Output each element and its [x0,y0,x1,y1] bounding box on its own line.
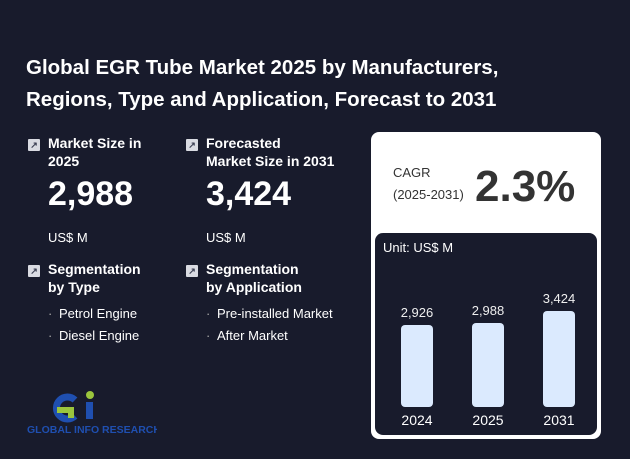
forecast-label-2: Market Size in 2031 [206,153,335,169]
arrow-icon: ↗ [186,265,198,277]
gi-logo-icon: GLOBAL INFO RESEARCH [27,391,161,436]
chart-unit-label: Unit: US$ M [383,240,454,255]
x-tick-label: 2024 [401,412,433,428]
cagr-card: CAGR (2025-2031) 2.3% Unit: US$ M 2,926 20… [371,132,601,439]
market-size-label-text: Market Size in 2025 [48,135,142,169]
seg-type-item: Diesel Engine [48,328,139,343]
svg-text:GLOBAL INFO RESEARCH: GLOBAL INFO RESEARCH [27,424,157,436]
seg-type-label-1: Segmentation [48,261,141,277]
seg-app-item: After Market [206,328,288,343]
cagr-label-text: CAGR [393,165,431,180]
arrow-icon: ↗ [186,139,198,151]
bar-chart: Unit: US$ M 2,926 2024 2,988 2025 3,424 2031 [375,233,597,435]
page-title: Global EGR Tube Market 2025 by Manufactu… [26,56,499,111]
market-size-value: 2,988 [48,175,134,213]
x-tick-label: 2025 [472,412,504,428]
logo: GLOBAL INFO RESEARCH [27,388,161,441]
seg-app-label-2: by Application [206,279,302,295]
forecast-unit: US$ M [206,230,246,245]
market-size-label: Market Size in 2025 [48,134,158,170]
cagr-period: (2025-2031) [393,187,464,202]
seg-type-item: Petrol Engine [48,306,137,321]
bar-value-label: 2,926 [400,304,434,320]
forecast-value: 3,424 [206,175,292,213]
bar-2024 [401,324,433,407]
cagr-value: 2.3% [475,162,576,211]
bar-2031 [543,311,575,407]
seg-app-item: Pre-installed Market [206,306,333,321]
seg-type-label-2: by Type [48,279,100,295]
seg-app-label-1: Segmentation [206,261,299,277]
bar-value-label: 3,424 [542,291,576,306]
bar-value-label: 2,988 [471,303,505,319]
cagr-label: CAGR (2025-2031) [393,162,464,206]
arrow-icon: ↗ [28,139,40,151]
arrow-icon: ↗ [28,265,40,277]
forecast-label-1: Forecasted [206,135,281,151]
bar-2025 [472,323,504,407]
market-size-unit: US$ M [48,230,88,245]
x-tick-label: 2031 [543,412,575,428]
